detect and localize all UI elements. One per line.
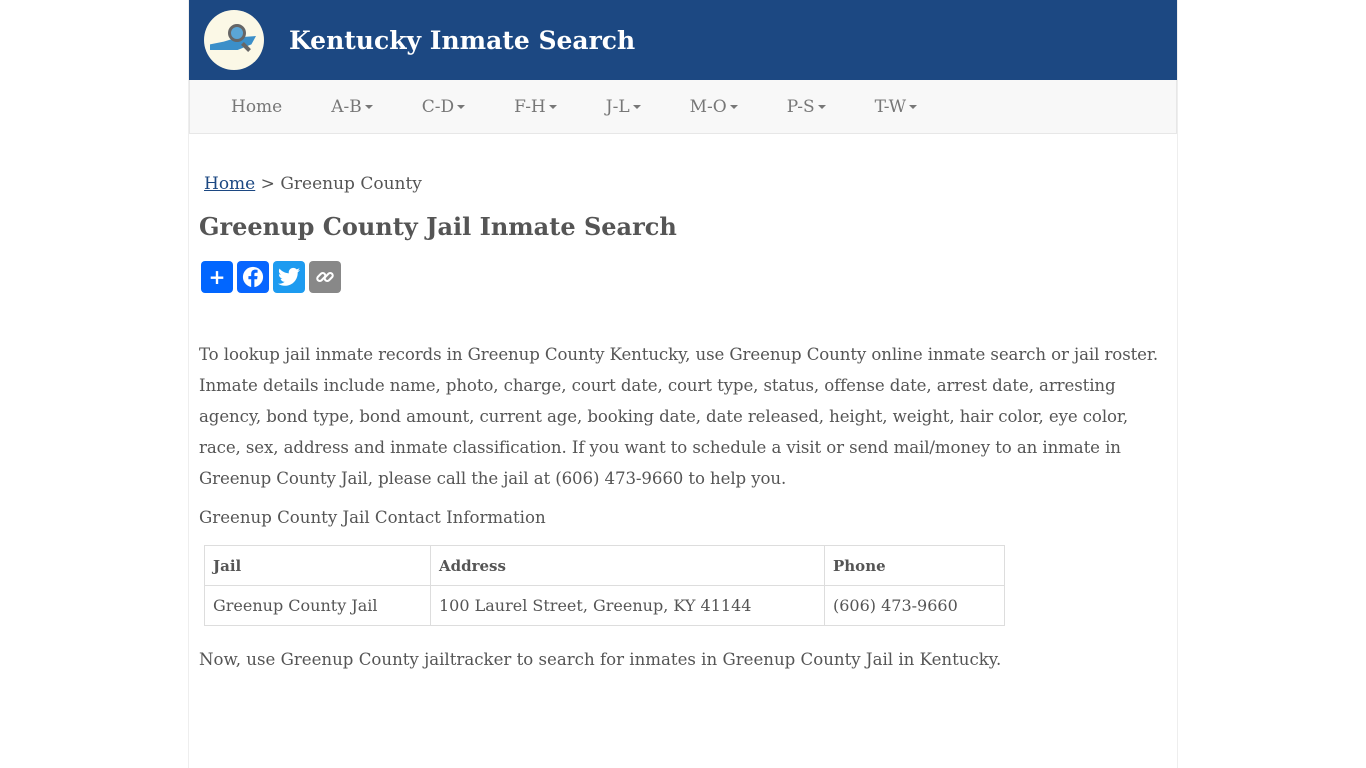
nav-label: M-O bbox=[689, 96, 727, 117]
nav-label: Home bbox=[231, 96, 283, 117]
nav-label: C-D bbox=[421, 96, 455, 117]
header-jail: Jail bbox=[204, 545, 431, 586]
nav-f-h[interactable]: F-H bbox=[494, 97, 577, 117]
caret-down-icon bbox=[909, 105, 918, 109]
nav-home[interactable]: Home bbox=[211, 97, 302, 117]
caret-down-icon bbox=[548, 105, 557, 109]
nav-a-b[interactable]: A-B bbox=[311, 97, 393, 117]
site-title[interactable]: Kentucky Inmate Search bbox=[289, 25, 636, 55]
nav-label: A-B bbox=[331, 96, 362, 117]
nav-label: P-S bbox=[786, 96, 815, 117]
breadcrumb-separator: > bbox=[260, 174, 275, 194]
site-logo[interactable] bbox=[204, 10, 264, 70]
nav-j-l[interactable]: J-L bbox=[586, 97, 661, 117]
nav-label: J-L bbox=[605, 96, 630, 117]
table-row: Greenup County Jail 100 Laurel Street, G… bbox=[204, 585, 1005, 626]
share-buttons: + bbox=[201, 261, 1167, 293]
intro-paragraph: To lookup jail inmate records in Greenup… bbox=[199, 345, 1159, 488]
breadcrumb-current: Greenup County bbox=[280, 174, 422, 194]
main-content: Home > Greenup County Greenup County Jai… bbox=[189, 134, 1177, 669]
nav-label: T-W bbox=[874, 96, 907, 117]
cell-phone: (606) 473-9660 bbox=[824, 585, 1005, 626]
page-title: Greenup County Jail Inmate Search bbox=[199, 212, 677, 241]
nav-t-w[interactable]: T-W bbox=[855, 97, 937, 117]
cell-jail: Greenup County Jail bbox=[204, 585, 431, 626]
share-plus-icon[interactable]: + bbox=[201, 261, 233, 293]
header-phone: Phone bbox=[824, 545, 1005, 586]
contact-table: Jail Address Phone Greenup County Jail 1… bbox=[204, 545, 1005, 626]
caret-down-icon bbox=[457, 105, 466, 109]
site-header: Kentucky Inmate Search bbox=[189, 0, 1177, 80]
nav-label: F-H bbox=[514, 96, 546, 117]
caret-down-icon bbox=[364, 105, 373, 109]
caret-down-icon bbox=[632, 105, 641, 109]
nav-bar: Home A-B C-D F-H J-L M-O P-S T-W bbox=[189, 80, 1177, 134]
breadcrumb-home-link[interactable]: Home bbox=[204, 174, 256, 194]
facebook-icon[interactable] bbox=[237, 261, 269, 293]
header-address: Address bbox=[430, 545, 825, 586]
copy-link-icon[interactable] bbox=[309, 261, 341, 293]
nav-p-s[interactable]: P-S bbox=[767, 97, 846, 117]
cell-address: 100 Laurel Street, Greenup, KY 41144 bbox=[430, 585, 825, 626]
nav-m-o[interactable]: M-O bbox=[670, 97, 758, 117]
caret-down-icon bbox=[729, 105, 738, 109]
twitter-icon[interactable] bbox=[273, 261, 305, 293]
page-container: Kentucky Inmate Search Home A-B C-D F-H … bbox=[188, 0, 1178, 768]
contact-heading: Greenup County Jail Contact Information bbox=[199, 508, 546, 527]
outro-paragraph: Now, use Greenup County jailtracker to s… bbox=[199, 650, 1002, 669]
breadcrumb: Home > Greenup County bbox=[204, 174, 1167, 194]
table-header-row: Jail Address Phone bbox=[204, 545, 1005, 586]
nav-c-d[interactable]: C-D bbox=[402, 97, 485, 117]
caret-down-icon bbox=[817, 105, 826, 109]
